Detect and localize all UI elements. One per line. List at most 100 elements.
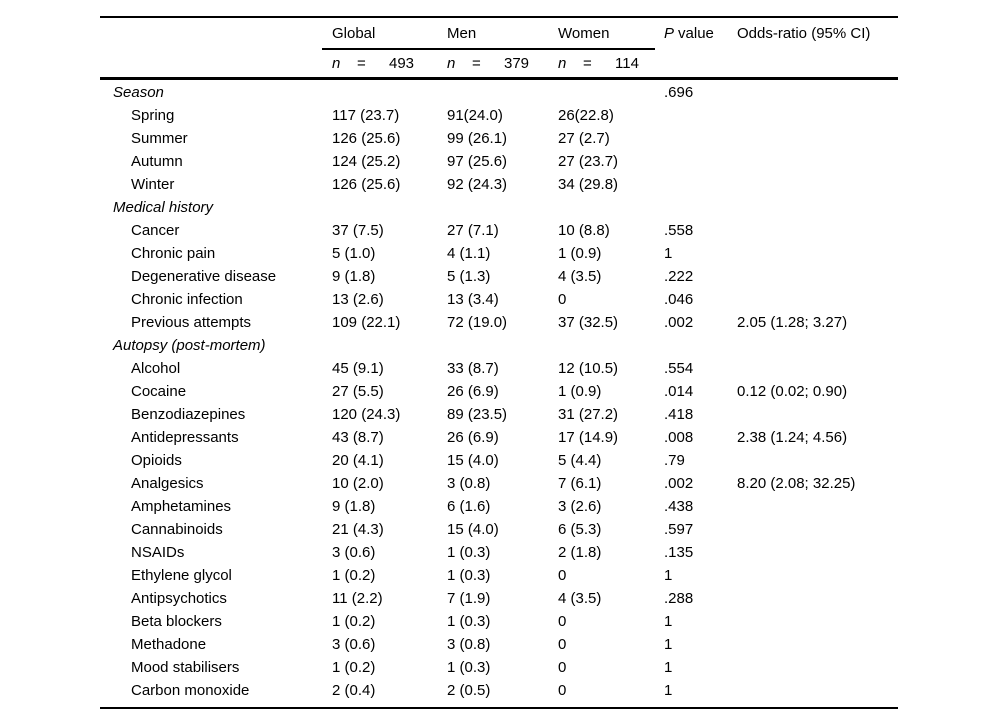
cell-women: 7 (6.1) xyxy=(558,475,602,492)
row-item-label: Previous attempts xyxy=(131,314,252,331)
table-row: Ethylene glycol 1 (0.2) 1 (0.3) 0 1 xyxy=(100,564,898,587)
cell-p: .008 xyxy=(664,429,694,446)
row-item-label: Ethylene glycol xyxy=(131,567,232,584)
table-body: Season .696 Spring 117 (23.7) 91(24.0) 26(22.… xyxy=(100,80,898,707)
cell-p: 1 xyxy=(664,682,673,699)
cell-women: 27 (23.7) xyxy=(558,153,619,170)
row-item-label: Amphetamines xyxy=(131,498,232,515)
cell-men: 26 (6.9) xyxy=(447,429,499,446)
cell-women: 26(22.8) xyxy=(558,107,614,124)
cell-women: 37 (32.5) xyxy=(558,314,619,331)
table-row: Antidepressants 43 (8.7) 26 (6.9) 17 (14.9)… xyxy=(100,426,898,449)
subgroup-underline xyxy=(322,48,655,50)
cell-p: .554 xyxy=(664,360,694,377)
cell-p: .288 xyxy=(664,590,694,607)
table-row: Chronic infection 13 (2.6) 13 (3.4) 0 .046 xyxy=(100,288,898,311)
cell-p: .046 xyxy=(664,291,694,308)
sample-size-women: n = 114 xyxy=(558,50,639,77)
col-header-odds-ratio: Odds-ratio (95% CI) xyxy=(737,25,871,42)
cell-men: 4 (1.1) xyxy=(447,245,491,262)
cell-global: 3 (0.6) xyxy=(332,636,376,653)
cell-p: .418 xyxy=(664,406,694,423)
cell-odds: 2.05 (1.28; 3.27) xyxy=(737,314,848,331)
cell-p: 1 xyxy=(664,245,673,262)
cell-men: 13 (3.4) xyxy=(447,291,499,308)
row-item-label: Antipsychotics xyxy=(131,590,227,607)
cell-men: 6 (1.6) xyxy=(447,498,491,515)
cell-men: 33 (8.7) xyxy=(447,360,499,377)
cell-global: 45 (9.1) xyxy=(332,360,384,377)
cell-global: 43 (8.7) xyxy=(332,429,384,446)
table-row: Spring 117 (23.7) 91(24.0) 26(22.8) xyxy=(100,104,898,127)
row-item-label: Opioids xyxy=(131,452,182,469)
cell-p: .696 xyxy=(664,84,694,101)
cell-men: 99 (26.1) xyxy=(447,130,508,147)
table-row: Methadone 3 (0.6) 3 (0.8) 0 1 xyxy=(100,633,898,656)
cell-women: 0 xyxy=(558,682,567,699)
table-row: NSAIDs 3 (0.6) 1 (0.3) 2 (1.8) .135 xyxy=(100,541,898,564)
row-item-label: Chronic infection xyxy=(131,291,243,308)
cell-global: 3 (0.6) xyxy=(332,544,376,561)
cell-men: 92 (24.3) xyxy=(447,176,508,193)
cell-men: 3 (0.8) xyxy=(447,636,491,653)
cell-global: 1 (0.2) xyxy=(332,613,376,630)
cell-women: 1 (0.9) xyxy=(558,383,602,400)
sample-size-row: n = 493 n = 379 n = 114 xyxy=(100,50,898,77)
equals-sign: = xyxy=(583,55,592,72)
cell-men: 97 (25.6) xyxy=(447,153,508,170)
row-item-label: Alcohol xyxy=(131,360,181,377)
table-row: Cancer 37 (7.5) 27 (7.1) 10 (8.8) .558 xyxy=(100,219,898,242)
cell-men: 2 (0.5) xyxy=(447,682,491,699)
cell-p: .014 xyxy=(664,383,694,400)
cell-global: 126 (25.6) xyxy=(332,130,401,147)
equals-sign: = xyxy=(357,55,366,72)
cell-global: 124 (25.2) xyxy=(332,153,401,170)
n-symbol: n xyxy=(332,55,341,72)
cell-global: 120 (24.3) xyxy=(332,406,401,423)
row-section-label: Autopsy (post-mortem) xyxy=(113,337,266,354)
cell-global: 37 (7.5) xyxy=(332,222,384,239)
pvalue-header-rest: value xyxy=(678,25,714,42)
cell-global: 1 (0.2) xyxy=(332,567,376,584)
cell-women: 17 (14.9) xyxy=(558,429,619,446)
cell-men: 3 (0.8) xyxy=(447,475,491,492)
row-item-label: Cancer xyxy=(131,222,180,239)
cell-men: 5 (1.3) xyxy=(447,268,491,285)
col-header-women: Women xyxy=(558,25,610,42)
table-row: Season .696 xyxy=(100,81,898,104)
cell-men: 91(24.0) xyxy=(447,107,503,124)
cell-global: 11 (2.2) xyxy=(332,590,383,607)
cell-global: 2 (0.4) xyxy=(332,682,376,699)
cell-men: 1 (0.3) xyxy=(447,659,491,676)
row-item-label: Methadone xyxy=(131,636,207,653)
row-item-label: Summer xyxy=(131,130,188,147)
cell-women: 27 (2.7) xyxy=(558,130,610,147)
cell-men: 7 (1.9) xyxy=(447,590,491,607)
row-item-label: Carbon monoxide xyxy=(131,682,250,699)
cell-men: 15 (4.0) xyxy=(447,521,499,538)
table-row: Carbon monoxide 2 (0.4) 2 (0.5) 0 1 xyxy=(100,679,898,702)
cell-odds: 8.20 (2.08; 32.25) xyxy=(737,475,856,492)
table-row: Cocaine 27 (5.5) 26 (6.9) 1 (0.9) .014 0.12 (… xyxy=(100,380,898,403)
table-row: Amphetamines 9 (1.8) 6 (1.6) 3 (2.6) .438 xyxy=(100,495,898,518)
col-header-global: Global xyxy=(332,25,376,42)
table-row: Winter 126 (25.6) 92 (24.3) 34 (29.8) xyxy=(100,173,898,196)
row-item-label: Winter xyxy=(131,176,175,193)
cell-men: 1 (0.3) xyxy=(447,567,491,584)
cell-men: 27 (7.1) xyxy=(447,222,499,239)
cell-p: 1 xyxy=(664,567,673,584)
table-row: Previous attempts 109 (22.1) 72 (19.0) 37 (… xyxy=(100,311,898,334)
n-symbol: n xyxy=(447,55,456,72)
table-row: Chronic pain 5 (1.0) 4 (1.1) 1 (0.9) 1 xyxy=(100,242,898,265)
table-row: Opioids 20 (4.1) 15 (4.0) 5 (4.4) .79 xyxy=(100,449,898,472)
cell-p: .558 xyxy=(664,222,694,239)
cell-women: 34 (29.8) xyxy=(558,176,619,193)
cell-men: 1 (0.3) xyxy=(447,544,491,561)
row-item-label: Spring xyxy=(131,107,175,124)
cell-p: .002 xyxy=(664,314,694,331)
row-section-label: Season xyxy=(113,84,164,101)
cell-global: 10 (2.0) xyxy=(332,475,384,492)
